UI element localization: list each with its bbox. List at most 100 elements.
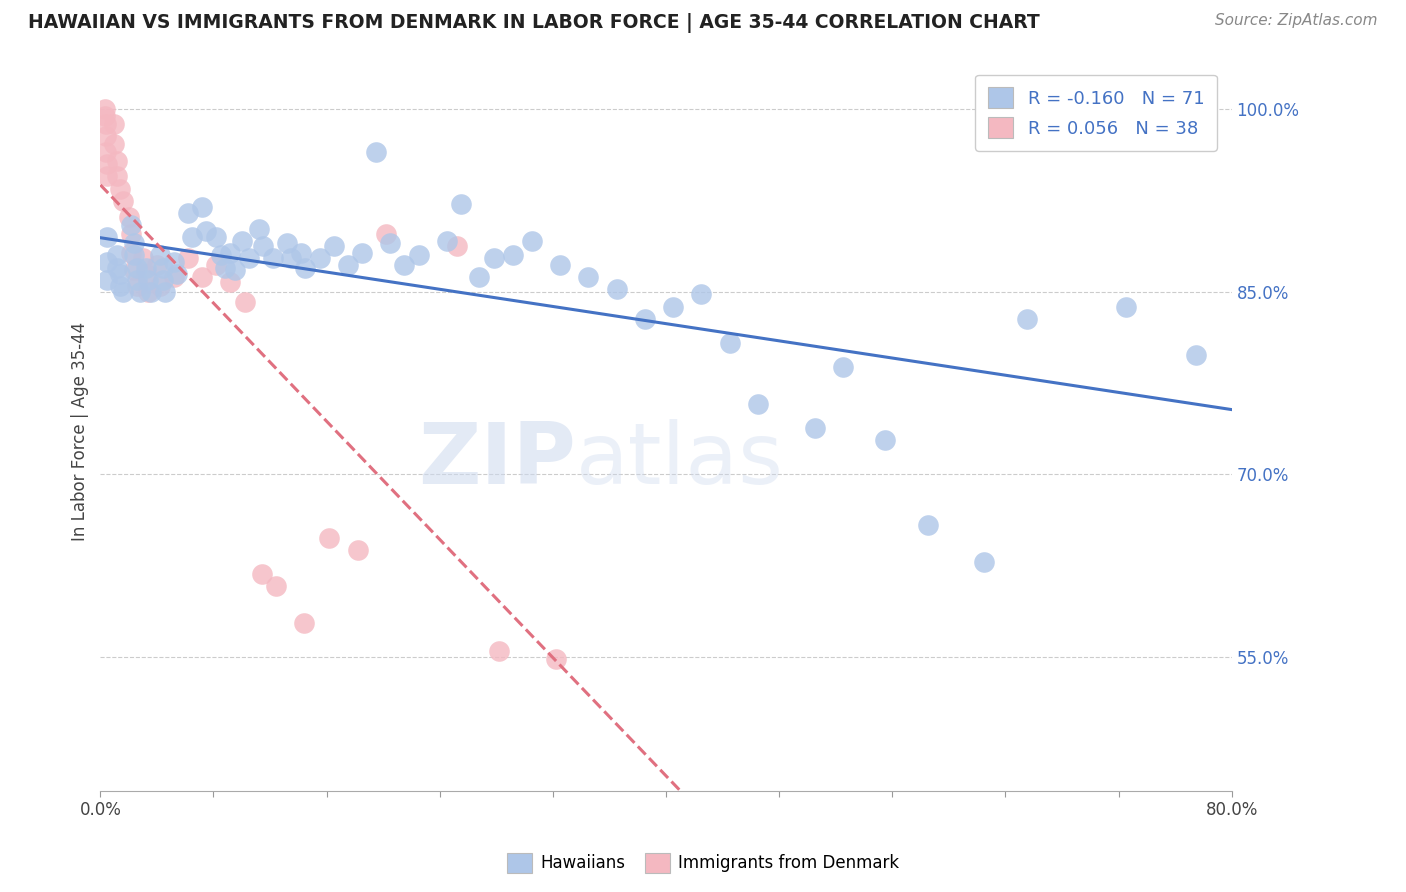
Point [177, 206, 200, 220]
Point [105, 248, 128, 262]
Point [262, 251, 284, 265]
Point [238, 251, 260, 265]
Point [264, 579, 287, 593]
Point [96, 254, 118, 268]
Point [219, 246, 242, 260]
Point [318, 531, 340, 545]
Point [191, 200, 214, 214]
Point [152, 260, 174, 275]
Point [322, 238, 344, 252]
Point [121, 227, 143, 241]
Point [446, 238, 468, 252]
Point [181, 230, 204, 244]
Point [108, 181, 131, 195]
Point [191, 270, 214, 285]
Point [135, 260, 157, 275]
Point [488, 644, 510, 658]
Point [209, 248, 232, 262]
Point [973, 555, 995, 569]
Point [141, 285, 163, 299]
Point [803, 421, 825, 435]
Point [576, 270, 599, 285]
Point [121, 246, 143, 260]
Point [250, 567, 273, 582]
Point [346, 542, 368, 557]
Point [290, 246, 312, 260]
Point [219, 275, 242, 289]
Point [747, 397, 769, 411]
Point [308, 251, 330, 265]
Point [436, 234, 458, 248]
Point [292, 615, 315, 630]
Point [108, 278, 131, 293]
Point [105, 260, 128, 275]
Point [214, 260, 236, 275]
Point [247, 221, 270, 235]
Point [294, 260, 316, 275]
Point [408, 248, 430, 262]
Point [520, 234, 543, 248]
Point [224, 263, 246, 277]
Point [93, 109, 115, 123]
Point [124, 263, 146, 277]
Point [917, 518, 939, 533]
Point [468, 270, 491, 285]
Point [1015, 311, 1038, 326]
Point [111, 285, 134, 299]
Point [146, 258, 169, 272]
Text: atlas: atlas [575, 419, 783, 502]
Point [96, 169, 118, 184]
Point [105, 153, 128, 168]
Point [394, 258, 416, 272]
Point [138, 273, 160, 287]
Point [276, 236, 298, 251]
Text: HAWAIIAN VS IMMIGRANTS FROM DENMARK IN LABOR FORCE | AGE 35-44 CORRELATION CHART: HAWAIIAN VS IMMIGRANTS FROM DENMARK IN L… [28, 13, 1040, 33]
Point [105, 169, 128, 184]
Point [155, 285, 177, 299]
Point [135, 267, 157, 281]
Point [96, 230, 118, 244]
Point [831, 360, 853, 375]
Legend: Hawaiians, Immigrants from Denmark: Hawaiians, Immigrants from Denmark [501, 847, 905, 880]
Point [375, 227, 398, 241]
Point [124, 236, 146, 251]
Point [231, 234, 253, 248]
Point [252, 238, 274, 252]
Point [482, 251, 505, 265]
Point [205, 258, 228, 272]
Point [152, 273, 174, 287]
Text: ZIP: ZIP [418, 419, 575, 502]
Point [177, 251, 200, 265]
Point [149, 278, 172, 293]
Point [205, 230, 228, 244]
Point [94, 145, 117, 159]
Point [129, 285, 152, 299]
Point [606, 283, 628, 297]
Point [548, 258, 571, 272]
Point [233, 294, 256, 309]
Point [132, 251, 155, 265]
Point [690, 287, 713, 301]
Point [96, 273, 118, 287]
Point [163, 254, 186, 268]
Y-axis label: In Labor Force | Age 35-44: In Labor Force | Age 35-44 [72, 322, 89, 541]
Point [127, 260, 149, 275]
Point [138, 285, 160, 299]
Point [380, 236, 402, 251]
Point [163, 270, 186, 285]
Point [111, 194, 134, 208]
Point [103, 136, 125, 151]
Point [195, 224, 218, 238]
Point [718, 336, 741, 351]
Point [336, 258, 359, 272]
Point [350, 246, 373, 260]
Legend: R = -0.160   N = 71, R = 0.056   N = 38: R = -0.160 N = 71, R = 0.056 N = 38 [976, 75, 1218, 151]
Text: Source: ZipAtlas.com: Source: ZipAtlas.com [1215, 13, 1378, 29]
Point [93, 103, 115, 117]
Point [94, 129, 117, 144]
Point [875, 434, 897, 448]
Point [149, 248, 172, 262]
Point [450, 197, 472, 211]
Point [366, 145, 388, 159]
Point [1185, 348, 1208, 362]
